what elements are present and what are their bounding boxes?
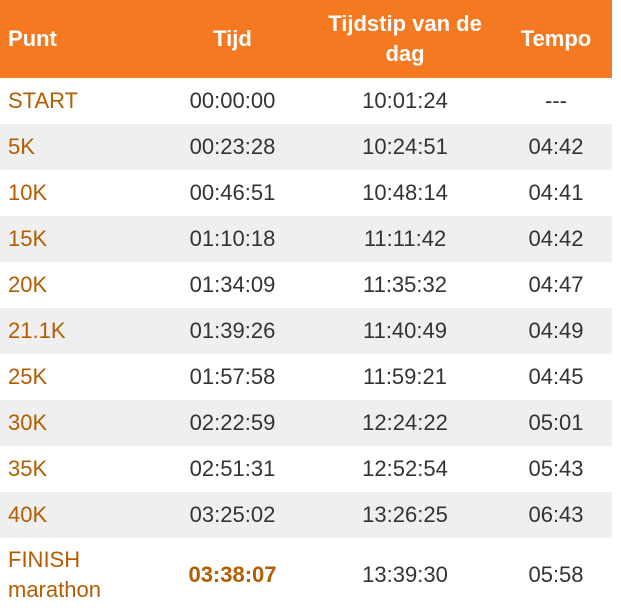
table-cell: 03:38:07: [188, 562, 277, 587]
table-row: 35K 02:51:31 12:52:54 05:43: [0, 446, 612, 492]
table-row: 20K 01:34:09 11:35:32 04:47: [0, 262, 612, 308]
table-cell: 11:11:42: [310, 216, 500, 262]
table-cell: 03:25:02: [155, 492, 310, 538]
table-cell: 13:39:30: [362, 562, 448, 587]
table-cell: 04:42: [500, 124, 612, 170]
table-cell: 04:47: [528, 272, 584, 297]
table-cell: 01:39:26: [155, 308, 310, 354]
table-row: 30K 02:22:59 12:24:22 05:01: [0, 400, 612, 446]
table-cell: 12:24:22: [310, 400, 500, 446]
table-cell: 21.1K: [0, 308, 155, 354]
table-cell: 06:43: [500, 492, 612, 538]
table-cell: FINISH marathon: [8, 547, 101, 602]
header-cell: Tijdstip van de dag: [310, 0, 500, 78]
table-cell: 04:42: [500, 216, 612, 262]
table-row: 21.1K 01:39:26 11:40:49 04:49: [0, 308, 612, 354]
table-cell: 02:22:59: [155, 400, 310, 446]
table-body: START 00:00:00 10:01:24 --- 5K 00:23:28 10:24:…: [0, 78, 612, 612]
table-cell: 5K: [0, 124, 155, 170]
table-cell: 05:01: [500, 400, 612, 446]
table-cell: 10:24:51: [310, 124, 500, 170]
table-cell: 25K: [8, 364, 48, 389]
table-cell: 01:34:09: [189, 272, 276, 297]
table-row: 15K 01:10:18 11:11:42 04:42: [0, 216, 612, 262]
table-cell: 05:58: [528, 562, 584, 587]
table-cell: 10:48:14: [362, 180, 448, 205]
header-row: Punt Tijd Tijdstip van de dag Tempo: [0, 0, 612, 78]
table-row: 25K 01:57:58 11:59:21 04:45: [0, 354, 612, 400]
table-cell: 04:41: [528, 180, 584, 205]
table-cell: 05:43: [528, 456, 584, 481]
table-cell: 10:01:24: [362, 88, 448, 113]
table-cell: 11:40:49: [310, 308, 500, 354]
table-cell: 11:59:21: [362, 364, 447, 389]
table-row: 10K 00:46:51 10:48:14 04:41: [0, 170, 612, 216]
table-cell: 02:51:31: [189, 456, 276, 481]
header-cell: Punt: [0, 0, 155, 78]
table-cell: 40K: [0, 492, 155, 538]
table-cell: 20K: [8, 272, 48, 297]
table-row: FINISH marathon 03:38:07 13:39:30 05:58: [0, 538, 612, 612]
table-cell: 10K: [8, 180, 48, 205]
table-cell: 01:10:18: [155, 216, 310, 262]
table-cell: START: [8, 88, 79, 113]
table-row: 40K 03:25:02 13:26:25 06:43: [0, 492, 612, 538]
table-cell: 00:23:28: [155, 124, 310, 170]
table-cell: 00:46:51: [189, 180, 276, 205]
table-cell: 04:45: [528, 364, 584, 389]
table-cell: 00:00:00: [189, 88, 276, 113]
table-cell: ---: [545, 88, 567, 113]
table-cell: 15K: [0, 216, 155, 262]
table-cell: 04:49: [500, 308, 612, 354]
table-cell: 01:57:58: [189, 364, 276, 389]
header-cell: Tempo: [500, 0, 612, 78]
table-cell: 13:26:25: [310, 492, 500, 538]
table-row: START 00:00:00 10:01:24 ---: [0, 78, 612, 124]
header-cell: Tijd: [155, 0, 310, 78]
table-row: 5K 00:23:28 10:24:51 04:42: [0, 124, 612, 170]
table-cell: 35K: [8, 456, 48, 481]
table-cell: 11:35:32: [362, 272, 447, 297]
table-cell: 30K: [0, 400, 155, 446]
table-cell: 12:52:54: [362, 456, 448, 481]
